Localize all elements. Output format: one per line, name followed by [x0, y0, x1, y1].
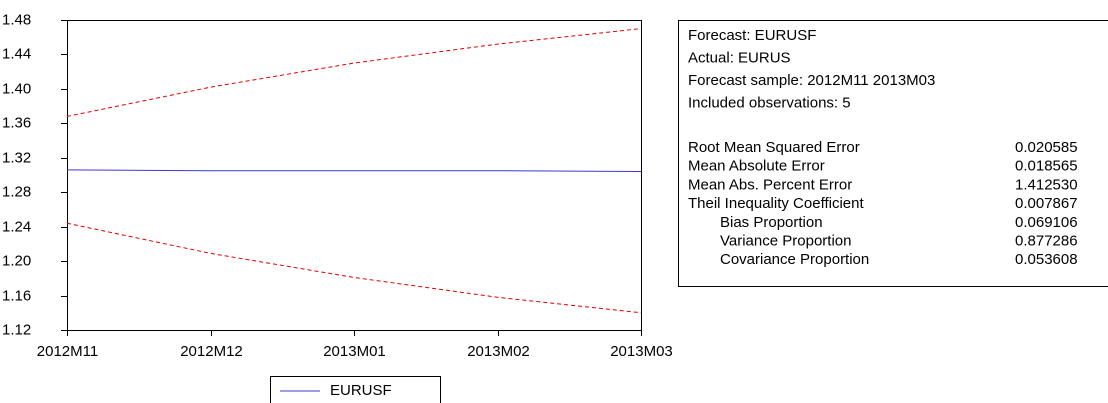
- x-tick-label: 2013M01: [323, 343, 386, 360]
- stats-label: Mean Abs. Percent Error: [688, 176, 852, 193]
- stats-line: Forecast sample: 2012M11 2013M03: [688, 72, 935, 89]
- stats-box: [678, 20, 1108, 287]
- stats-label: Variance Proportion: [720, 232, 851, 249]
- stats-line: Included observations: 5: [688, 94, 851, 111]
- series-line: [66, 169, 642, 173]
- stats-value: 0.053608: [1015, 251, 1078, 268]
- y-tick-label: 1.20: [2, 252, 31, 269]
- y-tick-label: 1.24: [2, 218, 31, 235]
- y-tick-label: 1.28: [2, 183, 31, 200]
- stats-line: Forecast: EURUSF: [688, 27, 816, 44]
- x-tick-label: 2012M12: [180, 343, 243, 360]
- plot-frame: [67, 20, 642, 331]
- x-tick-label: 2013M03: [610, 343, 673, 360]
- stats-value: 0.877286: [1015, 232, 1078, 249]
- stats-line: Actual: EURUS: [688, 49, 791, 66]
- y-tick-label: 1.12: [2, 321, 31, 338]
- stats-label: Covariance Proportion: [720, 251, 869, 268]
- stats-label: Root Mean Squared Error: [688, 139, 860, 156]
- y-tick-label: 1.40: [2, 80, 31, 97]
- y-tick-label: 1.16: [2, 287, 31, 304]
- x-tick-label: 2012M11: [37, 343, 98, 360]
- stats-label: Theil Inequality Coefficient: [688, 195, 864, 212]
- legend-label: EURUSF: [330, 382, 392, 399]
- stats-label: Mean Absolute Error: [688, 158, 825, 175]
- x-tick-label: 2013M02: [467, 343, 530, 360]
- y-tick-label: 1.44: [2, 45, 31, 62]
- stats-value: 0.069106: [1015, 214, 1078, 231]
- stats-value: 0.020585: [1015, 139, 1078, 156]
- y-tick-label: 1.36: [2, 114, 31, 131]
- stats-value: 0.018565: [1015, 158, 1078, 175]
- legend-box: [270, 376, 441, 403]
- series-line: [66, 222, 642, 314]
- stats-value: 1.412530: [1015, 176, 1078, 193]
- y-tick-label: 1.48: [2, 11, 31, 28]
- stats-value: 0.007867: [1015, 195, 1078, 212]
- series-line: [66, 28, 642, 117]
- y-tick-label: 1.32: [2, 149, 31, 166]
- stats-label: Bias Proportion: [720, 214, 823, 231]
